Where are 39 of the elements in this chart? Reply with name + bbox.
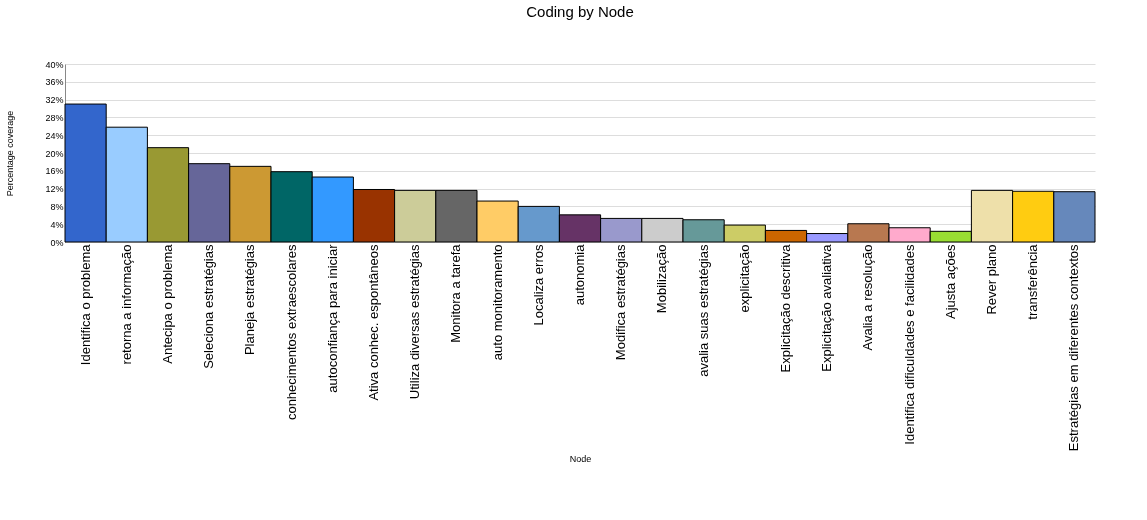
y-tick-label: 16% — [45, 166, 64, 177]
y-tick-label: 32% — [45, 95, 64, 106]
x-tick-label: explicitação — [736, 244, 752, 313]
y-tick-label: 12% — [45, 184, 64, 195]
y-tick-label: 20% — [45, 148, 64, 159]
x-tick-label: Seleciona estratégias — [201, 244, 217, 369]
x-tick-label: Identifica dificuldades e facilidades — [901, 244, 917, 445]
x-tick-label: Identifica o problema — [77, 243, 93, 366]
x-tick-label: Avalia a resolução — [860, 244, 876, 351]
x-tick-label: Utiliza diversas estratégias — [407, 244, 423, 400]
y-axis-title: Percentage coverage — [5, 110, 16, 197]
x-tick-label: auto monitoramento — [489, 244, 505, 361]
y-tick-label: 4% — [50, 219, 64, 230]
x-tick-label: Ajusta ações — [942, 244, 958, 319]
x-tick-label: avalia suas estratégias — [695, 244, 711, 377]
chart-title: Coding by Node — [526, 3, 634, 20]
x-tick-label: autonomia — [572, 243, 587, 306]
x-tick-label: Ativa conhec. espontâneos — [366, 244, 381, 401]
x-tick-label: Rever plano — [984, 244, 999, 315]
x-tick-label: Estratégias em diferentes contextos — [1066, 244, 1082, 452]
x-tick-label: transferência — [1025, 243, 1041, 320]
x-tick-label: autoconfiança para iniciar — [324, 243, 340, 393]
x-tick-label: Modifica estratégias — [613, 244, 629, 361]
y-tick-label: 40% — [45, 59, 64, 70]
y-tick-label: 0% — [50, 237, 64, 248]
y-tick-label: 36% — [45, 77, 64, 88]
x-axis-title: Node — [569, 453, 592, 464]
x-tick-label: Localiza erros — [530, 244, 546, 326]
x-tick-label: Explicitação descritiva — [778, 243, 793, 373]
y-tick-label: 28% — [45, 112, 64, 123]
x-tick-label: Monitora a tarefa — [448, 243, 464, 343]
x-tick-label: Mobilização — [654, 244, 670, 314]
y-tick-label: 24% — [45, 130, 64, 141]
x-tick-label: Planeja estratégias — [242, 244, 258, 356]
x-tick-label: Explicitação avaliativa — [819, 243, 835, 372]
y-tick-label: 8% — [50, 201, 64, 212]
x-tick-label: retorna a informação — [118, 244, 134, 365]
x-tick-label: conhecimentos extraescolares — [283, 244, 299, 421]
x-tick-label: Antecipa o problema — [160, 243, 175, 364]
